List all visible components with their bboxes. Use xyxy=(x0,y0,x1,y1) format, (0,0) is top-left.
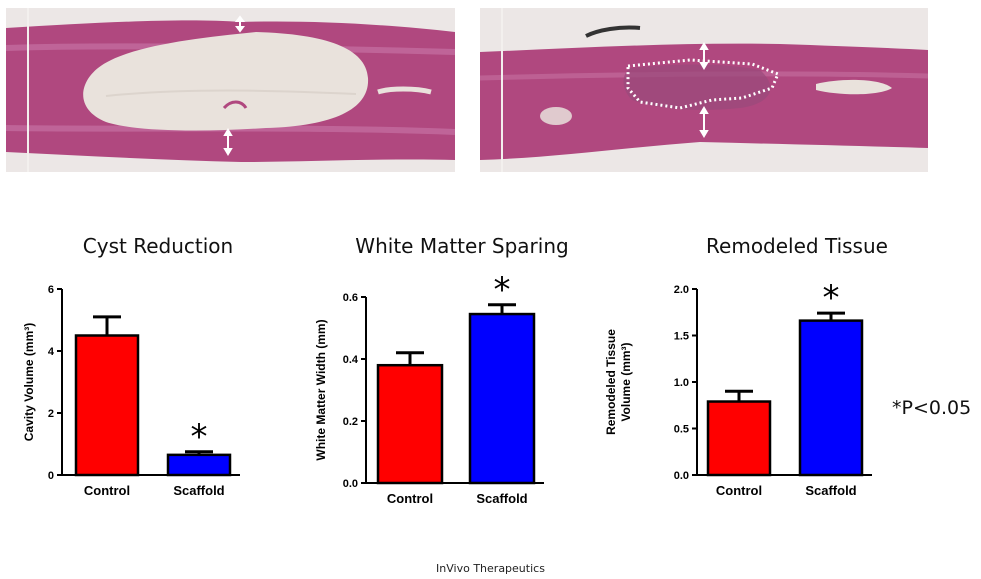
chart-white-matter-sparing: 0.0 0.2 0.4 0.6 White Matter Width (mm) Contr… xyxy=(314,270,544,506)
category-label: Scaffold xyxy=(173,483,224,498)
chart-title-cyst-reduction: Cyst Reduction xyxy=(82,234,234,258)
category-label: Control xyxy=(387,491,433,506)
significance-note: *P<0.05 xyxy=(892,397,972,419)
bar-scaffold xyxy=(468,312,536,485)
y-tick-label: 0.0 xyxy=(343,478,358,490)
bar-control xyxy=(376,363,444,485)
histology-image-scaffold xyxy=(480,8,928,172)
y-tick-label: 2 xyxy=(48,408,54,420)
y-tick-label: 1.5 xyxy=(674,331,689,343)
y-axis-label: Cavity Volume (mm³) xyxy=(22,323,36,441)
significance-star: * xyxy=(823,278,840,318)
width-arrow-icon xyxy=(223,15,245,156)
category-label: Control xyxy=(84,483,130,498)
histology-image-control xyxy=(6,8,455,172)
significance-star: * xyxy=(494,270,511,310)
y-tick-label: 6 xyxy=(48,284,54,296)
y-tick-label: 0.2 xyxy=(343,416,358,428)
chart-remodeled-tissue: 0.0 0.5 1.0 1.5 2.0 Remodeled TissueVolume (m… xyxy=(604,278,872,498)
chart-title-remodeled-tissue: Remodeled Tissue xyxy=(706,234,888,258)
y-tick-label: 0.0 xyxy=(674,470,689,482)
credit-text: InVivo Therapeutics xyxy=(436,562,545,575)
category-label: Control xyxy=(716,483,762,498)
y-tick-label: 0.5 xyxy=(674,424,689,436)
y-tick-label: 4 xyxy=(48,346,55,358)
bar-control xyxy=(706,400,772,477)
chart-title-white-matter-sparing: White Matter Sparing xyxy=(355,234,569,258)
y-tick-label: 1.0 xyxy=(674,377,689,389)
bar-scaffold xyxy=(166,453,232,477)
category-label: Scaffold xyxy=(476,491,527,506)
chart-cyst-reduction: 0 2 4 6 Cavity Volume (mm³) Control * Scaffold xyxy=(22,284,240,498)
category-label: Scaffold xyxy=(805,483,856,498)
y-tick-label: 2.0 xyxy=(674,284,689,296)
width-arrow-icon xyxy=(699,42,709,138)
y-axis-label: White Matter Width (mm) xyxy=(314,319,328,460)
y-tick-label: 0 xyxy=(48,470,54,482)
bar-scaffold xyxy=(798,319,864,477)
significance-star: * xyxy=(191,417,208,457)
bar-control xyxy=(74,334,140,477)
y-tick-label: 0.4 xyxy=(343,354,359,366)
y-tick-label: 0.6 xyxy=(343,292,358,304)
y-axis-label: Remodeled TissueVolume (mm³) xyxy=(604,329,633,435)
